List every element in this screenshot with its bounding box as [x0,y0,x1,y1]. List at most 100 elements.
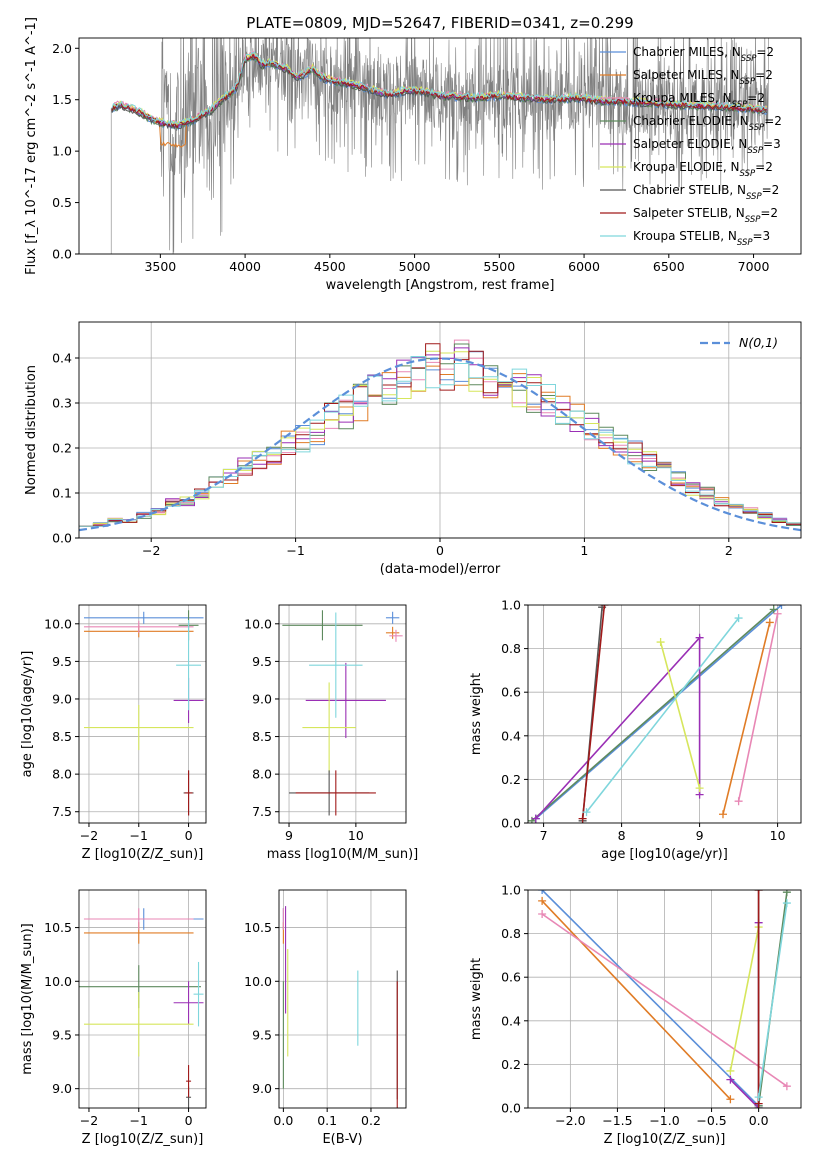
weight-marker [726,1075,735,1084]
errorbar-point [389,629,403,642]
errorbar-point [282,610,363,641]
weight-marker [695,784,704,793]
x-tick-label: 5500 [483,259,515,274]
errorbar-point [186,1065,192,1098]
legend-entry: Chabrier MILES, NSSP=2 [633,45,774,64]
axes-frame [78,889,207,1109]
x-tick-label: 1 [580,543,588,558]
y-axis-label: mass weight [469,673,484,755]
x-axis-label: Z [log10(Z/Z_sun)] [82,1132,204,1147]
errorbar-point [193,961,204,1027]
panel-residual-histogram: −2 −1 0 1 2 0.0 0.1 0.2 0.3 0.4 (data-model)/error… [24,321,802,577]
x-tick-label: 3500 [144,259,176,274]
weight-marker [656,638,665,647]
weight-marker [734,797,743,806]
weight-marker [578,814,587,823]
weight-line-0 [541,890,760,1107]
x-tick-label: 10 [770,828,786,843]
x-tick-label: 10 [348,828,364,843]
weight-marker [582,808,591,817]
y-tick-label: 8.0 [252,767,272,782]
x-tick-label: −2 [80,828,98,843]
y-tick-label: 1.5 [52,92,72,107]
y-axis-label: mass [log10(M/M_sun)] [20,923,35,1075]
x-axis-label: Z [log10(Z/Z_sun)] [82,847,204,862]
x-tick-label: 0.2 [361,1113,381,1128]
y-tick-label: 10.0 [244,974,272,989]
x-tick-label: −2 [80,1113,98,1128]
weight-marker [695,633,704,642]
axes-frame [78,604,207,824]
x-tick-label: 5000 [399,259,431,274]
y-tick-label: 7.5 [52,804,72,819]
errorbar-point [385,611,400,624]
y-tick-label: 0.1 [52,486,72,501]
y-axis-label: Flux [f_λ 10^-17 erg cm^-2 s^-1 A^-1] [24,17,39,275]
y-tick-label: 9.5 [52,1027,72,1042]
model-line-8 [111,51,767,126]
panel-weight-vs-Z: −2.0 −1.5 −1.0 −0.5 0.0 0.0 0.2 0.4 0.6 0.8 1.0 Z [… [469,883,802,1147]
legend-entry: Chabrier ELODIE, NSSP=2 [633,114,782,133]
x-axis-label: age [log10(age/yr)] [601,847,728,862]
plot-area-weight-vs-Z [528,890,801,1108]
weight-marker [538,896,547,905]
weight-marker [777,605,786,609]
weight-marker [769,605,778,614]
errorbar-point [385,626,400,639]
x-axis-label: wavelength [Angstrom, rest frame] [326,278,555,293]
x-tick-label: 4500 [314,259,346,274]
y-tick-label: 0.3 [52,396,72,411]
panel-age-vs-Z: −2 −1 0 7.5 8.0 8.5 9.0 9.5 10.0 Z [log10(Z/Z_sun… [20,604,207,862]
y-tick-label: 10.0 [44,974,72,989]
errorbar-point [176,620,202,711]
weight-marker [782,890,791,897]
weight-marker [538,909,547,918]
x-tick-label: −1.5 [602,1113,632,1128]
weight-line-2 [737,613,779,802]
y-tick-label: 9.0 [252,1081,272,1096]
legend: Chabrier MILES, NSSP=2 Salpeter MILES, NS… [600,45,782,248]
y-tick-label: 0.6 [501,970,521,985]
y-tick-label: 1.0 [501,883,521,898]
x-tick-label: 4000 [229,259,261,274]
y-tick-label: 0.8 [501,641,521,656]
panel-mass-vs-EBV: 0.0 0.1 0.2 9.0 9.5 10.0 10.5 E(B-V) [244,889,407,1147]
y-tick-label: 0.6 [501,685,521,700]
weight-marker [600,605,609,609]
plot-area-weight-vs-age [528,605,801,823]
weight-line-8 [757,902,788,1098]
x-tick-label: 2 [725,543,733,558]
weight-marker [754,1093,763,1102]
errorbar-point [295,770,376,816]
y-tick-label: 1.0 [52,144,72,159]
y-tick-label: 0.8 [501,926,521,941]
errorbar-point [83,620,194,633]
histogram-step-7 [79,343,801,527]
legend-entry: Salpeter ELODIE, NSSP=3 [633,137,781,156]
panels: 3500 4000 4500 5000 5500 6000 6500 70000.00.51.… [20,17,802,1147]
weight-line-1 [541,900,731,1100]
x-axis-label: E(B-V) [322,1132,362,1147]
y-tick-label: 0.0 [501,1101,521,1116]
weight-marker [773,609,782,618]
axes-frame [278,889,407,1109]
panel-age-vs-mass: 9 10 7.5 8.0 8.5 9.0 9.5 10.0 mass [log10(M/M_su… [244,604,418,862]
axes-frame [527,604,802,824]
x-tick-label: 0.1 [317,1113,337,1128]
gaussian-reference-line [79,357,801,532]
plot-area-mass-vs-EBV [279,890,406,1108]
y-tick-label: 2.0 [52,41,72,56]
y-tick-label: 8.5 [52,729,72,744]
y-tick-label: 8.0 [52,767,72,782]
figure-title: PLATE=0809, MJD=52647, FIBERID=0341, z=0… [246,14,633,32]
weight-line-3 [531,608,775,822]
weight-marker [726,1066,735,1075]
y-axis-label: Normed distribution [24,365,39,495]
legend-entry: Salpeter STELIB, NSSP=2 [633,206,778,225]
y-tick-label: 0.0 [501,816,521,831]
y-tick-label: 9.0 [252,691,272,706]
x-tick-label: −1 [130,1113,148,1128]
x-tick-label: −2.0 [555,1113,585,1128]
weight-line-8 [585,617,740,813]
x-tick-label: 0 [185,1113,193,1128]
